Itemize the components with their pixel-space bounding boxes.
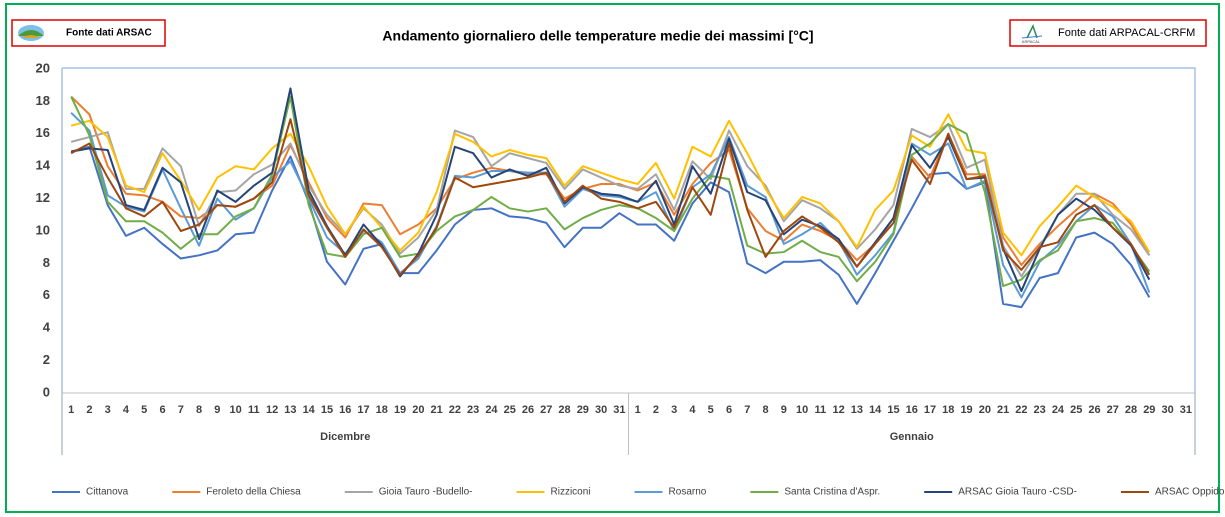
x-tick-label: 9 (214, 404, 220, 416)
arpacal-logo (1021, 24, 1043, 39)
legend-label: Santa Cristina d'Aspr. (784, 487, 880, 498)
y-tick-label: 6 (43, 287, 50, 302)
x-tick-label: 26 (522, 404, 534, 416)
x-tick-label: 16 (906, 404, 918, 416)
x-tick-label: 1 (635, 404, 641, 416)
series-line (70, 118, 1151, 276)
x-tick-label: 17 (357, 404, 369, 416)
x-tick-label: 28 (1125, 404, 1137, 416)
x-tick-label: 14 (303, 404, 316, 416)
source-box (1009, 19, 1207, 47)
x-tick-label: 17 (924, 404, 936, 416)
x-tick-label: 11 (815, 404, 827, 416)
x-tick-label: 2 (86, 404, 92, 416)
x-tick-label: 19 (394, 404, 406, 416)
x-tick-label: 15 (887, 404, 899, 416)
y-tick-label: 8 (43, 255, 50, 270)
x-tick-label: 27 (1107, 404, 1119, 416)
x-tick-label: 22 (449, 404, 461, 416)
x-tick-label: 7 (178, 404, 184, 416)
x-tick-label: 10 (229, 404, 241, 416)
legend-label: ARSAC Oppido Mamertina (1155, 487, 1225, 498)
y-tick-label: 10 (36, 222, 50, 237)
y-tick-label: 18 (36, 93, 50, 108)
x-tick-label: 8 (196, 404, 202, 416)
chart-title: Andamento giornaliero delle temperature … (382, 28, 813, 44)
x-tick-label: 12 (833, 404, 845, 416)
outer-border (5, 3, 1220, 513)
source-left: Fonte dati ARSAC (66, 28, 152, 39)
y-tick-label: 14 (36, 158, 51, 173)
x-tick-label: 1 (68, 404, 74, 416)
source-right: Fonte dati ARPACAL-CRFM (1058, 27, 1195, 39)
legend-label: Feroleto della Chiesa (206, 487, 301, 498)
y-tick-label: 0 (43, 384, 50, 399)
series-line (70, 95, 1151, 288)
x-tick-label: 21 (430, 404, 442, 416)
group-label: Gennaio (890, 431, 934, 443)
x-tick-label: 30 (595, 404, 607, 416)
x-tick-label: 30 (1161, 404, 1173, 416)
x-tick-label: 6 (726, 404, 732, 416)
x-tick-label: 28 (558, 404, 570, 416)
x-tick-label: 31 (613, 404, 625, 416)
x-tick-label: 4 (123, 404, 130, 416)
y-tick-label: 12 (36, 190, 50, 205)
logo-caption: ARPACAL (1022, 39, 1041, 44)
x-tick-label: 12 (266, 404, 278, 416)
y-tick-label: 2 (43, 352, 50, 367)
group-label: Dicembre (320, 431, 370, 443)
x-tick-label: 22 (1015, 404, 1027, 416)
x-tick-label: 11 (248, 404, 260, 416)
x-tick-label: 25 (504, 404, 516, 416)
legend-label: Rizziconi (551, 487, 591, 498)
x-tick-label: 8 (762, 404, 768, 416)
x-tick-label: 15 (321, 404, 333, 416)
legend-label: Rosarno (669, 487, 707, 498)
x-tick-label: 18 (376, 404, 388, 416)
x-tick-label: 24 (1052, 404, 1065, 416)
x-tick-label: 19 (960, 404, 972, 416)
x-tick-label: 13 (851, 404, 863, 416)
x-tick-label: 26 (1088, 404, 1100, 416)
x-tick-label: 10 (796, 404, 808, 416)
x-tick-label: 16 (339, 404, 351, 416)
x-tick-label: 23 (467, 404, 479, 416)
x-tick-label: 2 (653, 404, 659, 416)
plot-frame (61, 67, 1196, 455)
legend-label: Gioia Tauro -Budello- (379, 487, 473, 498)
x-tick-label: 14 (869, 404, 882, 416)
x-tick-label: 6 (159, 404, 165, 416)
y-tick-label: 16 (36, 125, 50, 140)
x-tick-label: 27 (540, 404, 552, 416)
x-tick-label: 4 (689, 404, 696, 416)
x-tick-label: 23 (1034, 404, 1046, 416)
legend-label: ARSAC Gioia Tauro -CSD- (958, 487, 1077, 498)
title-box (348, 24, 848, 48)
x-tick-label: 7 (744, 404, 750, 416)
x-tick-label: 31 (1180, 404, 1192, 416)
x-tick-label: 29 (577, 404, 589, 416)
x-tick-label: 20 (979, 404, 991, 416)
x-tick-label: 18 (942, 404, 954, 416)
series-line (70, 123, 1151, 278)
x-tick-label: 20 (412, 404, 424, 416)
x-tick-label: 3 (671, 404, 677, 416)
x-tick-label: 29 (1143, 404, 1155, 416)
x-tick-label: 25 (1070, 404, 1082, 416)
arsac-logo (18, 25, 44, 41)
x-tick-label: 13 (284, 404, 296, 416)
x-tick-label: 3 (105, 404, 111, 416)
x-tick-label: 5 (708, 404, 714, 416)
x-tick-label: 5 (141, 404, 147, 416)
x-tick-label: 21 (997, 404, 1009, 416)
series-line (70, 113, 1151, 257)
y-tick-label: 4 (43, 320, 51, 335)
y-tick-label: 20 (36, 60, 50, 75)
legend-label: Cittanova (86, 487, 129, 498)
x-tick-label: 24 (485, 404, 498, 416)
x-tick-label: 9 (781, 404, 787, 416)
